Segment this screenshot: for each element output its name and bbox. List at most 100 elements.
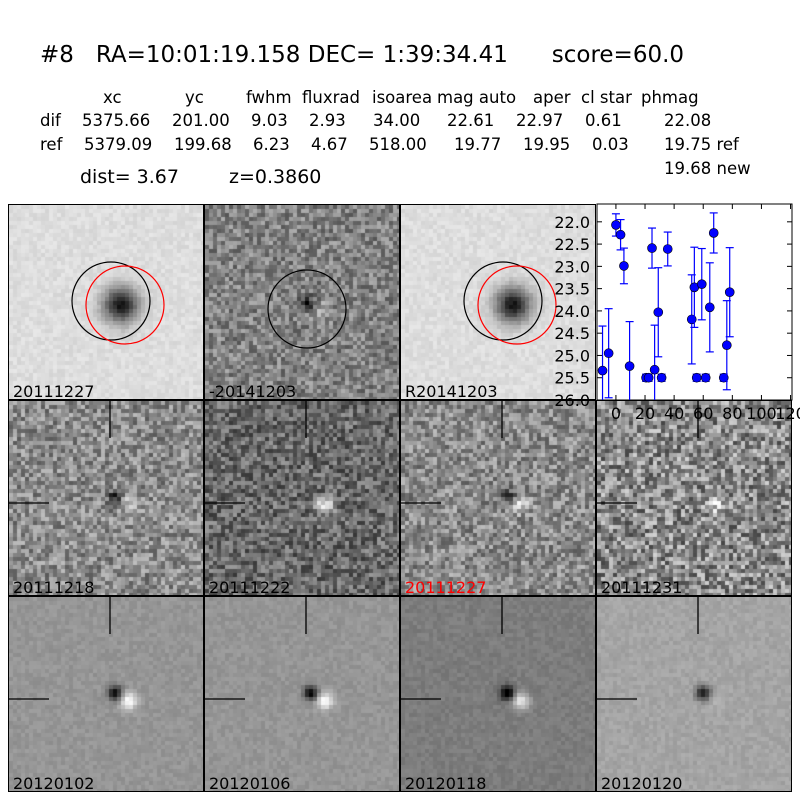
y-tick-label: 22.0	[554, 213, 590, 232]
table-cell: 22.97	[516, 111, 564, 130]
table-cell: 518.00	[369, 135, 427, 154]
table-cell: 0.61	[585, 111, 622, 130]
crosshair	[401, 401, 503, 504]
stamp-image	[205, 205, 399, 399]
data-point	[722, 340, 732, 351]
aperture-circle	[463, 261, 543, 341]
data-point	[649, 364, 660, 375]
stamp-label: 20120102	[13, 774, 95, 792]
table-cell: 19.75 ref	[664, 135, 739, 154]
candidate-id: #8	[40, 42, 74, 68]
data-point	[691, 372, 702, 383]
y-tick-label: 22.5	[554, 235, 590, 254]
stamp-image	[597, 401, 791, 595]
stamp-label: 20111227	[13, 382, 95, 400]
y-tick-label: 25.5	[554, 369, 590, 388]
score: score=60.0	[551, 42, 685, 68]
column-header: mag auto	[437, 88, 517, 107]
data-series	[597, 212, 735, 400]
distance: dist= 3.67	[80, 166, 179, 188]
data-point	[708, 228, 719, 238]
image-stamp: 20111218	[8, 400, 204, 596]
stamp-label: 20120120	[601, 774, 683, 792]
x-tick-label: 100	[746, 404, 777, 423]
stamp-image	[9, 401, 203, 595]
aperture-circle	[477, 265, 557, 345]
stamp-image	[205, 597, 399, 791]
stamp-label: 20120106	[209, 774, 291, 792]
crosshair	[9, 401, 111, 504]
column-header: yc	[185, 88, 204, 107]
column-header: phmag	[641, 88, 699, 107]
image-stamp: R20141203	[400, 204, 596, 400]
data-point	[662, 244, 673, 254]
table-cell: 2.93	[309, 111, 346, 130]
stamp-label: 20111231	[601, 578, 683, 596]
stamp-image	[205, 401, 399, 595]
table-cell: 22.61	[447, 111, 495, 130]
aperture-circles	[71, 261, 165, 345]
crosshair	[401, 597, 503, 700]
table-cell: 199.68	[174, 135, 232, 154]
figure-title: #8 RA=10:01:19.158 DEC= 1:39:34.41 score…	[40, 42, 684, 68]
stamp-image	[9, 597, 203, 791]
y-tick-label: 24.5	[554, 324, 590, 343]
x-tick-label: 60	[693, 404, 713, 423]
x-tick-label: 80	[722, 404, 742, 423]
data-point	[611, 220, 621, 230]
data-point	[624, 361, 635, 371]
table-cell: 6.23	[253, 135, 290, 154]
data-point	[700, 372, 711, 383]
table-cell: 5375.66	[82, 111, 151, 130]
image-stamp: 20111231	[596, 400, 792, 596]
aperture-circles	[267, 269, 347, 349]
image-stamp: -20141203	[204, 204, 400, 400]
data-point	[619, 261, 629, 271]
x-tick-label: 20	[635, 404, 655, 423]
table-cell: 19.77	[454, 135, 502, 154]
column-header: fwhm	[246, 88, 292, 107]
image-stamp: 20120118	[400, 596, 596, 792]
column-header: cl star	[581, 88, 632, 107]
x-tick-label: 0	[611, 404, 621, 423]
column-header: aper	[533, 88, 571, 107]
image-stamp: 20111227	[400, 400, 596, 596]
crosshair	[597, 597, 699, 700]
stamp-label: 20120118	[405, 774, 487, 792]
stamp-image	[597, 597, 791, 791]
x-tick-label: 40	[664, 404, 684, 423]
row-label: ref	[40, 135, 63, 154]
crosshair	[597, 401, 699, 504]
redshift: z=0.3860	[229, 166, 322, 188]
stamp-label: -20141203	[209, 382, 297, 400]
y-tick-label: 23.0	[554, 257, 590, 276]
data-point	[603, 348, 614, 359]
stamp-image	[9, 205, 203, 399]
data-point	[696, 279, 707, 289]
image-stamp: 20111227	[8, 204, 204, 400]
data-point	[724, 287, 735, 298]
y-tick-label: 24.0	[554, 302, 590, 321]
data-point	[597, 365, 608, 376]
data-point	[615, 229, 626, 240]
aperture-circle	[71, 261, 151, 341]
crosshair	[205, 401, 307, 504]
dec: DEC= 1:39:34.41	[307, 42, 508, 68]
aperture-circle	[267, 269, 347, 349]
table-cell: 5379.09	[84, 135, 153, 154]
image-stamp: 20120102	[8, 596, 204, 792]
data-point	[647, 243, 657, 253]
table-cell: 9.03	[251, 111, 288, 130]
table-cell: 34.00	[373, 111, 421, 130]
image-stamp: 20111222	[204, 400, 400, 596]
stamp-image	[401, 401, 595, 595]
y-tick-label: 23.5	[554, 280, 590, 299]
data-point	[704, 302, 715, 313]
table-cell: 4.67	[311, 135, 348, 154]
row-label: dif	[40, 111, 61, 130]
aperture-circles	[463, 261, 557, 345]
stamp-image	[401, 205, 595, 399]
data-point	[656, 372, 667, 383]
x-tick-label: 120	[775, 404, 800, 423]
